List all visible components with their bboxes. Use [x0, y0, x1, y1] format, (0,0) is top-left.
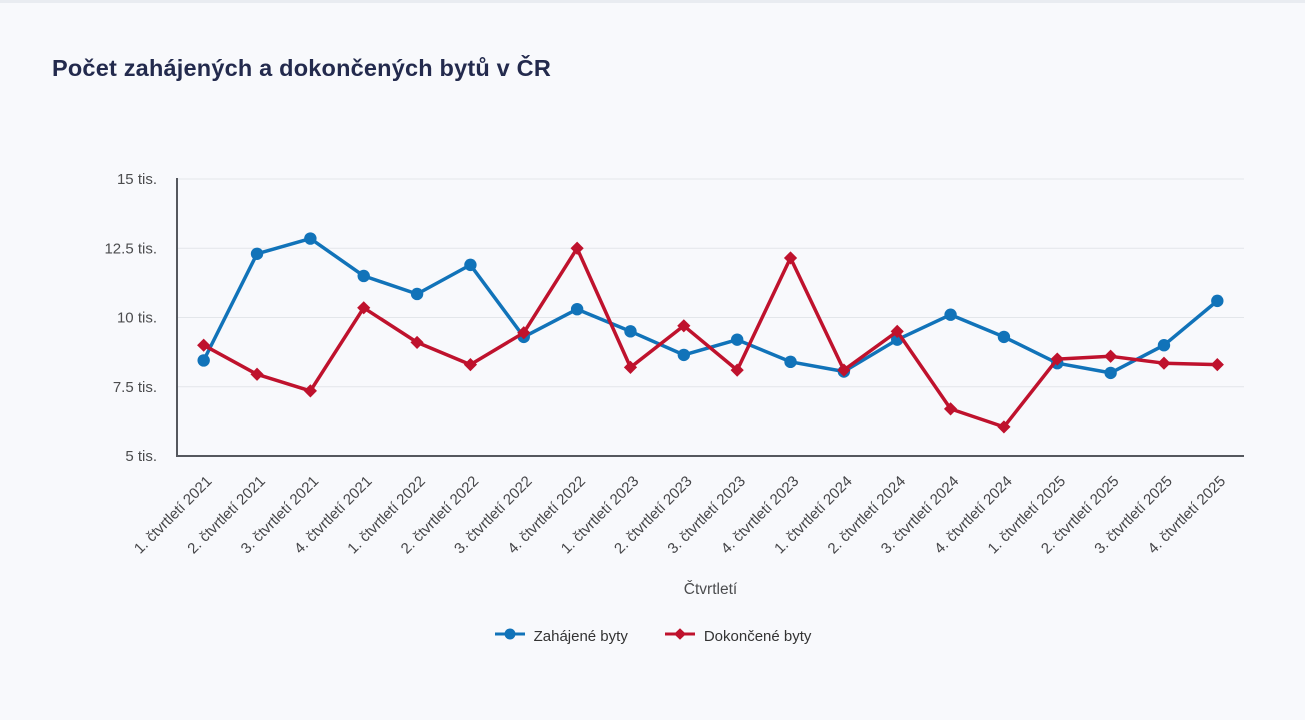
data-point-diamond[interactable] — [570, 241, 584, 255]
data-point-diamond[interactable] — [1104, 349, 1118, 363]
legend-item-zahajene-byty[interactable]: Zahájené byty — [494, 626, 628, 647]
legend-item-dokoncene-byty[interactable]: Dokončené byty — [664, 626, 812, 647]
data-point-circle[interactable] — [357, 269, 370, 283]
data-point-diamond[interactable] — [997, 420, 1011, 434]
data-point-diamond[interactable] — [463, 357, 478, 372]
y-axis-tick-label: 15 tis. — [117, 171, 157, 188]
legend-label: Dokončené byty — [703, 628, 812, 645]
data-point-circle[interactable] — [784, 355, 797, 369]
x-axis-title: Čtvrtletí — [684, 581, 738, 598]
data-point-circle[interactable] — [410, 287, 424, 301]
data-point-diamond[interactable] — [677, 319, 691, 333]
data-point-diamond[interactable] — [943, 402, 958, 416]
chart-legend: Zahájené byty Dokončené byty — [0, 626, 1305, 647]
data-point-circle[interactable] — [197, 354, 210, 367]
data-point-diamond[interactable] — [730, 363, 744, 377]
line-diamond-marker-icon — [664, 626, 696, 647]
data-point-diamond[interactable] — [837, 363, 851, 377]
data-point-circle[interactable] — [624, 325, 637, 338]
series-line-0 — [201, 236, 1220, 375]
data-point-diamond[interactable] — [250, 367, 264, 381]
data-point-circle[interactable] — [944, 308, 957, 321]
y-axis-tick-label: 7.5 tis. — [113, 379, 157, 396]
data-point-circle[interactable] — [1104, 366, 1117, 380]
data-point-diamond[interactable] — [410, 335, 424, 350]
chart-title: Počet zahájených a dokončených bytů v ČR — [52, 55, 552, 81]
data-point-diamond[interactable] — [783, 251, 798, 265]
legend-label: Zahájené byty — [533, 628, 628, 645]
data-point-diamond[interactable] — [303, 384, 317, 398]
y-axis-tick-label: 5 tis. — [125, 448, 157, 465]
data-point-circle[interactable] — [250, 247, 264, 260]
data-point-circle[interactable] — [1211, 294, 1224, 308]
data-point-circle[interactable] — [464, 258, 477, 272]
series-line-1 — [201, 246, 1220, 429]
data-point-diamond[interactable] — [357, 301, 371, 315]
line-circle-marker-icon — [494, 626, 526, 647]
data-point-diamond[interactable] — [1050, 352, 1064, 366]
data-point-circle[interactable] — [1157, 339, 1171, 352]
data-point-circle[interactable] — [304, 232, 317, 245]
data-point-diamond[interactable] — [890, 324, 904, 338]
data-point-diamond[interactable] — [623, 360, 638, 374]
y-axis-tick-label: 10 tis. — [117, 310, 157, 327]
data-point-circle[interactable] — [570, 302, 584, 316]
data-point-diamond[interactable] — [197, 338, 211, 352]
data-point-circle[interactable] — [997, 330, 1011, 344]
data-point-diamond[interactable] — [1210, 357, 1224, 372]
data-point-diamond[interactable] — [1157, 356, 1171, 370]
page-top-edge — [0, 0, 1305, 3]
data-point-circle[interactable] — [677, 348, 691, 362]
data-point-diamond[interactable] — [517, 326, 531, 340]
data-point-circle[interactable] — [730, 333, 744, 346]
y-axis-tick-label: 12.5 tis. — [104, 240, 157, 257]
